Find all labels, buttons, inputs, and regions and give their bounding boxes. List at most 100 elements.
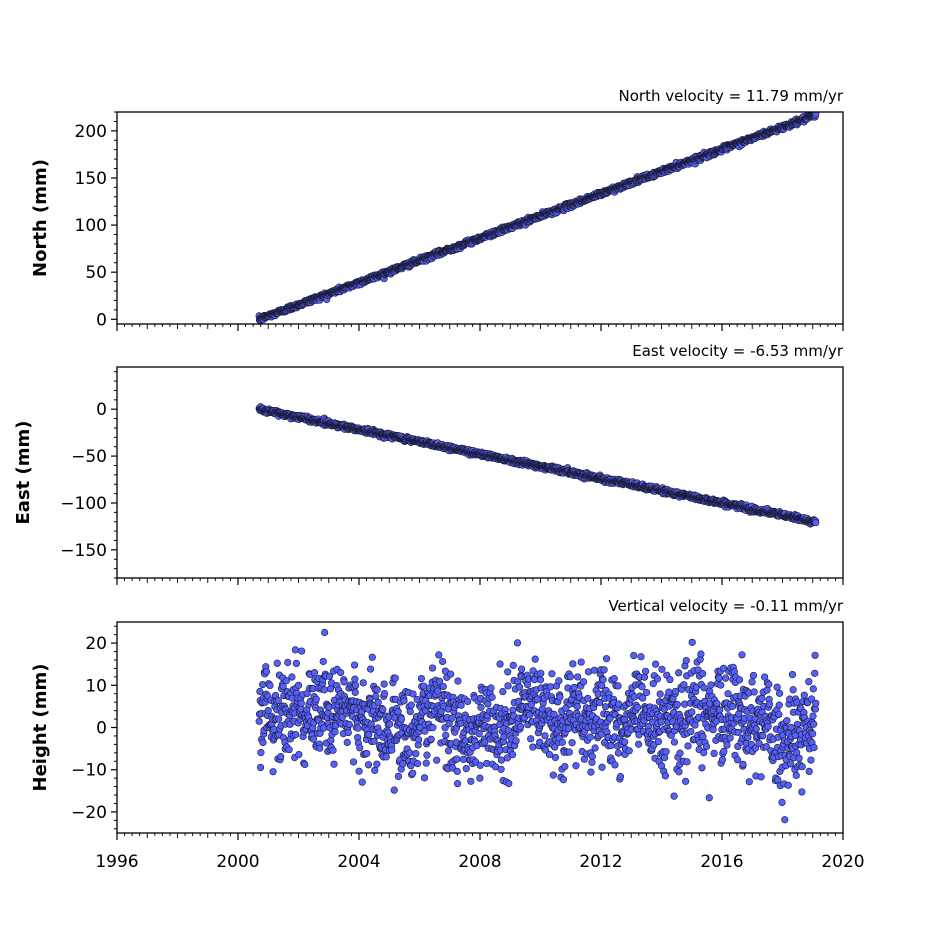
north-ylabel: North (mm) <box>30 159 51 277</box>
height-point <box>415 736 423 744</box>
height-point <box>363 749 371 758</box>
height-point <box>570 683 578 691</box>
height-point <box>343 738 351 747</box>
height-point <box>447 670 455 678</box>
height-point <box>653 675 661 683</box>
height-point <box>680 700 689 708</box>
height-point <box>765 700 774 708</box>
height-point <box>529 743 537 751</box>
height-point <box>505 779 513 788</box>
height-point <box>435 651 443 659</box>
height-point <box>778 798 786 807</box>
height-point <box>400 697 408 705</box>
height-point <box>588 758 596 766</box>
height-point <box>407 701 415 709</box>
height-point <box>433 756 441 764</box>
height-point <box>584 668 593 676</box>
height-point <box>488 693 496 701</box>
height-point <box>423 751 431 759</box>
height-point <box>274 696 282 704</box>
height-point <box>508 751 517 759</box>
height-point <box>409 690 417 698</box>
height-point <box>386 720 394 728</box>
height-point <box>434 687 442 695</box>
height-point <box>637 653 645 661</box>
height-point <box>266 681 274 690</box>
north-ytick-label: 0 <box>96 310 107 330</box>
height-point <box>497 756 506 764</box>
height-point <box>775 689 784 697</box>
height-point <box>264 706 272 715</box>
height-point <box>259 680 267 689</box>
height-point <box>399 760 407 768</box>
height-point <box>457 719 465 728</box>
height-point <box>292 659 301 668</box>
height-point <box>427 735 435 743</box>
height-point <box>298 647 306 655</box>
height-point <box>757 773 765 781</box>
height-point <box>641 667 650 675</box>
height-point <box>733 756 742 764</box>
height-point <box>390 786 398 794</box>
height-point <box>675 669 683 677</box>
height-point <box>270 725 278 733</box>
height-point <box>319 657 327 666</box>
height-point <box>764 723 772 731</box>
height-point <box>536 676 545 684</box>
height-point <box>352 681 360 689</box>
height-point <box>359 679 367 687</box>
height-point <box>515 683 524 691</box>
north-ytick-label: 50 <box>85 263 107 283</box>
height-point <box>548 670 556 678</box>
north-points <box>255 112 820 324</box>
height-point <box>559 776 568 784</box>
height-point <box>765 680 773 688</box>
height-point <box>658 665 666 673</box>
height-point <box>750 688 758 696</box>
height-point <box>625 747 633 755</box>
height-point <box>391 674 399 682</box>
height-point <box>269 768 277 776</box>
height-point <box>413 760 422 768</box>
height-point <box>561 762 569 771</box>
height-point <box>457 701 465 709</box>
height-point <box>681 777 690 785</box>
height-point <box>310 669 319 677</box>
height-point <box>670 792 678 800</box>
height-point <box>320 686 328 694</box>
height-point <box>699 670 707 678</box>
height-point <box>717 681 725 689</box>
height-point <box>630 651 638 660</box>
height-point <box>614 682 622 690</box>
height-point <box>633 703 642 712</box>
height-point <box>673 700 681 709</box>
height-points <box>255 628 820 824</box>
height-point <box>700 749 708 757</box>
height-point <box>784 781 792 789</box>
height-point <box>715 674 723 682</box>
height-point <box>573 702 581 711</box>
height-point <box>773 683 781 691</box>
height-point <box>368 653 376 661</box>
height-point <box>698 764 706 772</box>
height-point <box>599 676 607 684</box>
height-point <box>745 778 753 786</box>
height-point <box>295 750 303 759</box>
east-velocity-title: East velocity = -6.53 mm/yr <box>632 342 844 360</box>
height-point <box>558 738 566 746</box>
height-point <box>710 749 718 758</box>
height-point <box>262 668 271 676</box>
height-point <box>277 752 285 761</box>
east-ytick-label: −50 <box>71 447 107 467</box>
height-point <box>476 761 484 769</box>
height-point <box>752 725 760 733</box>
height-point <box>496 660 504 668</box>
height-point <box>577 658 585 666</box>
height-point <box>337 669 345 677</box>
north-point <box>812 112 820 118</box>
height-point <box>412 750 420 758</box>
east-ylabel: East (mm) <box>13 421 34 525</box>
height-point <box>312 695 320 703</box>
height-point <box>586 733 594 741</box>
height-point <box>380 689 389 698</box>
